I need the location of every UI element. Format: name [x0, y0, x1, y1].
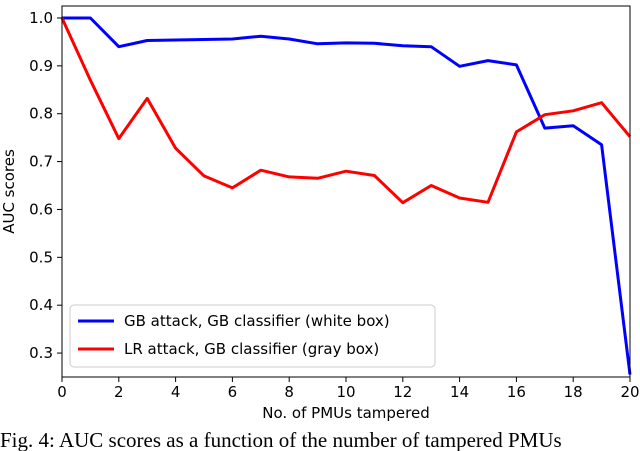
y-tick-label: 0.7 — [29, 153, 53, 171]
x-tick-label: 16 — [507, 383, 526, 401]
series-layer — [60, 16, 632, 375]
legend: GB attack, GB classifier (white box) LR … — [69, 304, 436, 368]
x-axis-label: No. of PMUs tampered — [262, 404, 429, 422]
legend-label-gb: GB attack, GB classifier (white box) — [124, 312, 390, 330]
series-line-lr-gray-box — [60, 17, 632, 205]
x-tick-label: 18 — [564, 383, 583, 401]
y-tick-label: 0.4 — [29, 296, 53, 314]
y-tick-label: 0.6 — [29, 200, 53, 218]
series-line-gb-white-box — [62, 16, 632, 375]
figure-caption: Fig. 4: AUC scores as a function of the … — [0, 428, 562, 451]
line-chart: 0 2 4 6 8 10 12 14 16 18 20 0.3 0.4 0.5 0.6 0.7 0.8 0.9 1.… — [0, 5, 640, 422]
y-tick-label: 0.8 — [29, 105, 53, 123]
x-tick-label: 4 — [171, 383, 181, 401]
x-tick-label: 2 — [114, 383, 124, 401]
x-tick-label: 20 — [620, 383, 639, 401]
y-tick-label: 0.9 — [29, 57, 53, 75]
x-tick-label: 14 — [450, 383, 469, 401]
x-tick-label: 6 — [228, 383, 238, 401]
y-tick-label: 0.3 — [29, 344, 53, 362]
y-tick-label: 0.5 — [29, 248, 53, 266]
x-tick-label: 8 — [284, 383, 294, 401]
x-tick-label: 10 — [336, 383, 355, 401]
x-tick-label: 12 — [393, 383, 412, 401]
legend-box — [69, 304, 436, 368]
plot-frame — [61, 5, 631, 378]
tick-layer: 0 2 4 6 8 10 12 14 16 18 20 0.3 0.4 0.5 0.6 0.7 0.8 0.9 1.… — [29, 9, 639, 401]
y-axis-label: AUC scores — [0, 149, 18, 234]
y-tick-label: 1.0 — [29, 9, 53, 27]
x-tick-label: 0 — [57, 383, 67, 401]
legend-label-lr: LR attack, GB classifier (gray box) — [124, 340, 379, 358]
